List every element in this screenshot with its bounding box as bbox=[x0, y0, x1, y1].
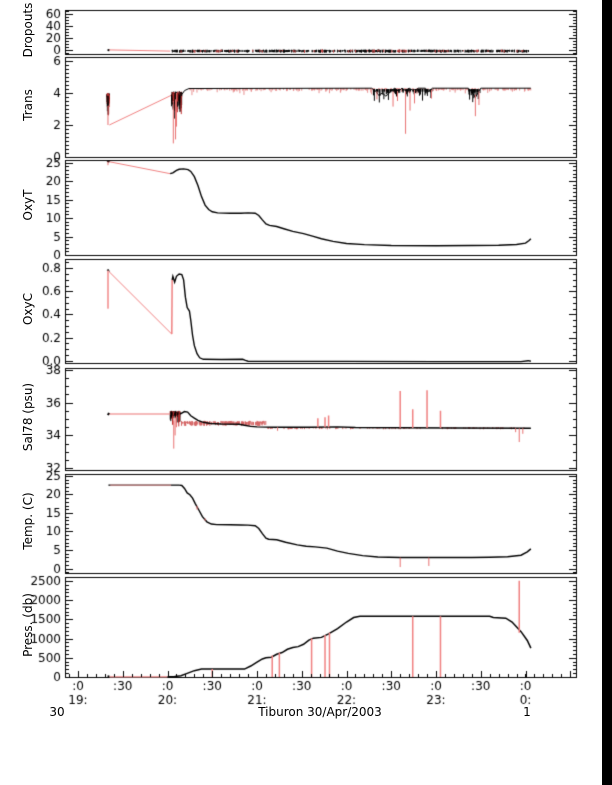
day-label-left: 30 bbox=[49, 705, 65, 719]
y-axis-label-temp: Temp. (C) bbox=[21, 492, 35, 550]
y-axis-label-press: Press. (db) bbox=[21, 593, 35, 657]
y-axis-label-oxyt: OxyT bbox=[21, 189, 35, 221]
x-axis-title: Tiburon 30/Apr/2003 bbox=[258, 705, 382, 719]
day-label-right: 1 bbox=[523, 705, 531, 719]
y-axis-label-oxyc: OxyC bbox=[21, 292, 35, 326]
y-axis-label-sal78: Sal78 (psu) bbox=[21, 382, 35, 452]
right-black-bar bbox=[602, 0, 612, 785]
y-axis-label-trans: Trans bbox=[21, 89, 35, 121]
